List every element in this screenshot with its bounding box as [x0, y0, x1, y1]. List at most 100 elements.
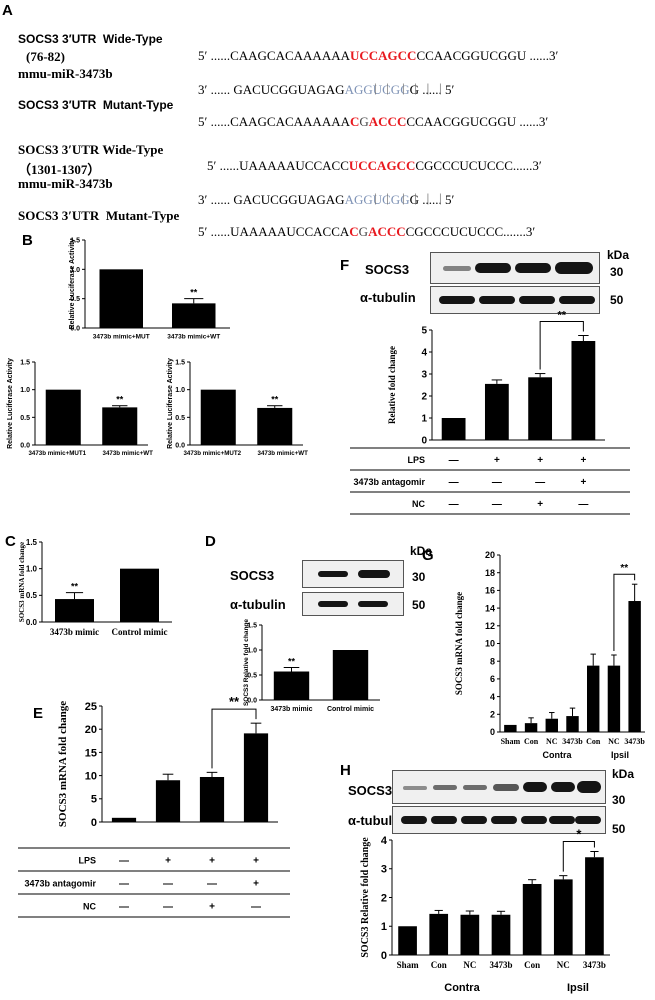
wt2-seq-left: 5′ ......UAAAAAUCCACC — [207, 158, 349, 173]
mir1-seed: AGGUCGG — [344, 82, 410, 97]
mut1-m4: CCC — [378, 114, 407, 129]
f-row-mark: — — [492, 499, 502, 510]
e-row-mark: — — [251, 902, 261, 913]
mut1-m2: G — [359, 114, 369, 129]
f-row-mark: + — [537, 455, 543, 466]
d-blot-label-tubulin: α-tubulin — [230, 597, 286, 612]
h-significance-bracket — [562, 841, 595, 872]
e-row-mark: + — [253, 879, 259, 890]
b3-x-tick-label: 3473b mimic+WT — [258, 450, 309, 457]
e-row-label: LPS — [78, 856, 96, 866]
b2-significance: ** — [116, 395, 124, 405]
mir1-label: mmu-miR-3473b — [18, 66, 113, 81]
wt2-seq-right: CGCCCUCUCCC......3′ — [415, 158, 542, 173]
g-bar — [524, 723, 538, 732]
f-row-mark: — — [578, 499, 588, 510]
h-blot-label-tubulin: α-tubulin — [348, 813, 404, 828]
wt1-range: (76-82) — [26, 49, 65, 64]
mut1-m3: A — [368, 114, 379, 129]
g-bar — [628, 601, 641, 732]
f-y-tick-label: 5 — [421, 326, 427, 337]
h-bar — [553, 879, 573, 955]
g-group-label: Ipsil — [611, 750, 629, 760]
e-significance: ** — [229, 694, 240, 709]
g-bar — [545, 718, 558, 732]
e-significance-bracket — [211, 708, 257, 769]
g-bar — [587, 665, 600, 732]
e-bar — [199, 776, 225, 822]
h-x-tick-label: NC — [463, 960, 476, 970]
b2-y-tick-label: 0.5 — [20, 415, 30, 422]
b3-bar — [257, 407, 293, 445]
f-row-mark: + — [494, 455, 500, 466]
f-row-label: 3473b antagomir — [353, 477, 425, 487]
f-y-tick-label: 4 — [421, 348, 427, 359]
f-bar — [484, 383, 509, 440]
g-bar — [566, 716, 579, 732]
panel-h-letter: H — [340, 762, 351, 779]
f-kda-50: 50 — [610, 293, 624, 307]
wt2-label: SOCS3 3′UTR Wide-Type — [18, 142, 164, 157]
band — [431, 816, 457, 824]
wt1-seed: UCCAGCC — [350, 48, 417, 63]
mir2-label: mmu-miR-3473b — [18, 176, 113, 191]
pairs2: | | | | | | — [374, 190, 442, 205]
h-y-tick-label: 1 — [381, 921, 387, 933]
h-bar — [429, 913, 449, 955]
h-x-tick-label: NC — [557, 960, 570, 970]
b3-bar — [200, 389, 236, 445]
c-x-tick-label: 3473b mimic — [50, 627, 99, 637]
band — [475, 263, 511, 273]
b3-y-tick-label: 0.5 — [175, 415, 185, 422]
panel-c-letter: C — [5, 533, 16, 550]
wt1-seq-right: CCAACGGUCGGU ......3′ — [416, 48, 559, 63]
d-significance: ** — [288, 657, 296, 667]
f-bar — [441, 418, 466, 440]
d-y-tick-label: 0.0 — [247, 697, 257, 704]
b2-bar — [45, 389, 81, 445]
f-row-mark: + — [580, 455, 586, 466]
panel-f-letter: F — [340, 257, 350, 274]
e-bar — [155, 780, 181, 822]
h-bar — [491, 914, 511, 955]
b1-y-tick-label: 1.0 — [70, 267, 80, 274]
f-y-tick-label: 1 — [421, 414, 427, 425]
b3-y-tick-label: 0.0 — [175, 442, 185, 449]
c-bar — [55, 599, 94, 622]
g-x-tick-label: Con — [524, 737, 539, 746]
d-y-tick-label: 1.0 — [247, 647, 257, 654]
mir2-seq-left: 3′ ...... GACUCGGUAGAG — [198, 192, 345, 207]
b3-y-tick-label: 1.0 — [175, 387, 185, 394]
e-row-mark: — — [119, 856, 129, 867]
panel-d-letter: D — [205, 533, 216, 550]
f-y-tick-label: 0 — [421, 436, 427, 447]
c-y-tick-label: 0.0 — [26, 618, 38, 627]
d-y-tick-label: 0.5 — [247, 672, 257, 679]
f-bar — [528, 377, 553, 440]
pairs1: | | | | | | — [374, 80, 442, 95]
b3-y-axis-label: Relative Luciferase Activity — [167, 358, 174, 449]
e-row-mark: — — [119, 902, 129, 913]
h-x-tick-label: 3473b — [583, 960, 606, 970]
band — [461, 816, 487, 824]
h-bar — [585, 857, 604, 955]
h-kda-50: 50 — [612, 822, 626, 836]
mut2-seq-right: CGCCCUCUCCC.......3′ — [405, 224, 536, 239]
h-kda-30: 30 — [612, 793, 626, 807]
g-x-tick-label: NC — [546, 737, 558, 746]
panel-e-letter: E — [33, 705, 44, 722]
f-row-mark: — — [449, 499, 459, 510]
mir1-seq-right: G ...... 5′ — [409, 82, 455, 97]
g-significance-bracket — [613, 573, 636, 652]
band — [479, 296, 515, 304]
g-y-tick-label: 20 — [485, 550, 495, 560]
mut2-seq-left: 5′ ......UAAAAAUCCACCA — [198, 224, 350, 239]
f-row-label: LPS — [407, 455, 425, 465]
h-y-tick-label: 2 — [381, 892, 387, 904]
h-y-tick-label: 0 — [381, 950, 387, 962]
c-x-tick-label: Control mimic — [111, 627, 167, 637]
d-blot-label-socs3: SOCS3 — [230, 568, 275, 583]
b1-x-tick-label: 3473b mimic+MUT — [93, 334, 150, 341]
panel-b-letter: B — [22, 232, 33, 249]
g-significance: ** — [620, 563, 628, 574]
